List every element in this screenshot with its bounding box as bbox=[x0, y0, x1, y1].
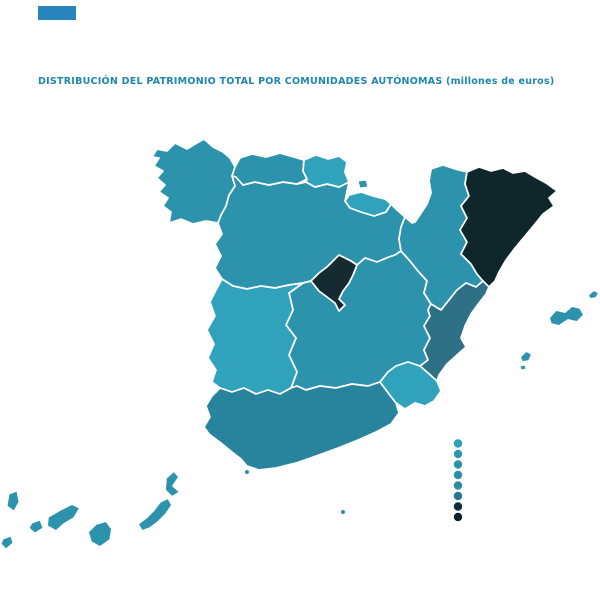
region-la-rioja[interactable] bbox=[344, 191, 392, 217]
region-ceuta-melilla[interactable] bbox=[244, 469, 346, 515]
legend-swatch-2 bbox=[453, 439, 463, 448]
island-la-gomera[interactable] bbox=[28, 519, 44, 534]
island-tenerife[interactable] bbox=[46, 503, 81, 532]
island-lanzarote[interactable] bbox=[164, 470, 181, 498]
region-cataluna[interactable] bbox=[459, 166, 558, 288]
region-pais-vasco[interactable] bbox=[344, 155, 400, 192]
region-extremadura[interactable] bbox=[206, 278, 304, 395]
region-baleares[interactable] bbox=[519, 289, 600, 371]
chart-title-unit: (millones de euros) bbox=[442, 76, 555, 87]
region-andalucia[interactable] bbox=[203, 381, 400, 471]
island-mallorca[interactable] bbox=[548, 305, 585, 327]
chart-title-main: DISTRIBUCIÓN DEL PATRIMONIO TOTAL POR CO… bbox=[38, 76, 443, 87]
island-fuerteventura[interactable] bbox=[137, 497, 173, 532]
region-cantabria[interactable] bbox=[302, 154, 350, 188]
city-ceuta[interactable] bbox=[244, 469, 250, 475]
region-madrid[interactable] bbox=[310, 254, 358, 312]
island-la-palma[interactable] bbox=[6, 490, 20, 512]
legend-swatch-7 bbox=[453, 491, 463, 501]
island-gran-canaria[interactable] bbox=[87, 520, 113, 548]
header-accent-bar bbox=[38, 6, 76, 20]
island-formentera[interactable] bbox=[519, 364, 527, 371]
legend-swatch-9 bbox=[453, 512, 463, 522]
region-asturias[interactable] bbox=[231, 152, 308, 186]
island-ibiza[interactable] bbox=[519, 350, 533, 363]
region-murcia[interactable] bbox=[379, 361, 442, 410]
island-menorca[interactable] bbox=[587, 289, 600, 300]
island-el-hierro[interactable] bbox=[0, 535, 14, 550]
region-canarias[interactable] bbox=[0, 470, 181, 550]
city-melilla[interactable] bbox=[340, 509, 346, 515]
region-galicia[interactable] bbox=[151, 138, 236, 225]
chart-title: DISTRIBUCIÓN DEL PATRIMONIO TOTAL POR CO… bbox=[38, 76, 598, 87]
legend bbox=[453, 428, 463, 522]
legend-swatch-3 bbox=[453, 449, 463, 459]
legend-swatch-5 bbox=[453, 470, 463, 480]
legend-swatch-4 bbox=[453, 460, 463, 469]
region-trevino-enclave[interactable] bbox=[357, 179, 369, 189]
region-navarra[interactable] bbox=[390, 155, 432, 223]
legend-swatch-8 bbox=[453, 502, 463, 511]
legend-swatch-1 bbox=[453, 428, 463, 438]
legend-swatch-6 bbox=[453, 481, 463, 490]
